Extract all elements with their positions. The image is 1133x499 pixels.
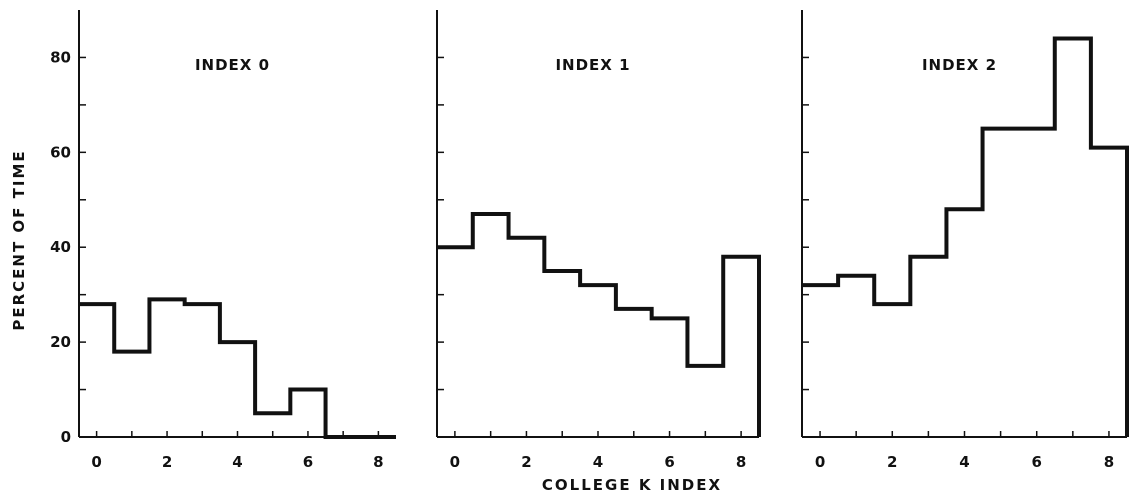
x-tick-label: 8: [1104, 453, 1114, 471]
histogram-bin: [149, 299, 184, 437]
panel-title: INDEX 1: [555, 56, 630, 74]
x-tick-label: 4: [959, 453, 969, 471]
histogram-bin: [910, 257, 946, 437]
y-tick-label: 80: [50, 48, 71, 66]
x-tick-label: 4: [593, 453, 603, 471]
histogram-bin: [255, 413, 290, 437]
x-tick-label: 8: [373, 453, 383, 471]
histogram-bin: [838, 276, 874, 437]
panel-2: 0 2 4 6 8 INDEX 2: [801, 10, 1129, 471]
y-tick-label: 60: [50, 143, 71, 161]
histogram-bin: [509, 238, 545, 437]
y-axis-title: PERCENT OF TIME: [10, 149, 28, 330]
y-tick-label: 20: [50, 333, 71, 351]
histogram-bin: [946, 209, 982, 437]
histogram-bin: [544, 271, 580, 437]
histogram-bin: [290, 390, 325, 437]
histogram-bin: [1019, 129, 1055, 437]
histogram-bin: [874, 304, 910, 437]
histogram-bin: [1091, 148, 1127, 437]
x-tick-label: 2: [521, 453, 531, 471]
histogram-bin: [79, 304, 114, 437]
x-tick-label: 2: [162, 453, 172, 471]
histogram-bin: [580, 285, 616, 437]
x-tick-label: 2: [887, 453, 897, 471]
x-axis-title: COLLEGE K INDEX: [542, 476, 722, 494]
histogram-bin: [185, 304, 220, 437]
panels: 0 20 40 60 80 0 2 4 6 8 INDEX 0 0 2 4 6 8 INDEX 1 0 2 4 6 8 IN…: [50, 10, 1129, 471]
x-tick-label: 8: [736, 453, 746, 471]
histogram-bin: [983, 129, 1019, 437]
x-tick-label: 0: [815, 453, 825, 471]
panel-0: 0 20 40 60 80 0 2 4 6 8 INDEX 0: [50, 10, 396, 471]
x-tick-label: 6: [1032, 453, 1042, 471]
histogram-bin: [723, 257, 759, 437]
x-tick-label: 0: [450, 453, 460, 471]
histogram-bin: [473, 214, 509, 437]
panel-title: INDEX 2: [922, 56, 997, 74]
histogram-bin: [652, 318, 688, 437]
histogram-step-line: [79, 297, 396, 439]
histogram-bin: [1055, 38, 1091, 437]
x-tick-label: 6: [664, 453, 674, 471]
histogram-step-line: [802, 36, 1129, 437]
histogram-bin: [220, 342, 255, 437]
histogram-step-line: [437, 212, 761, 437]
x-tick-label: 4: [232, 453, 242, 471]
x-tick-label: 0: [91, 453, 101, 471]
histogram-bin: [616, 309, 652, 437]
y-tick-label: 0: [61, 428, 71, 446]
histogram-bin: [802, 285, 838, 437]
panel-1: 0 2 4 6 8 INDEX 1: [436, 10, 761, 471]
histogram-bin: [437, 247, 473, 437]
panel-title: INDEX 0: [195, 56, 270, 74]
x-tick-label: 6: [303, 453, 313, 471]
histogram-bin: [114, 352, 149, 437]
histogram-bin: [687, 366, 723, 437]
y-tick-label: 40: [50, 238, 71, 256]
